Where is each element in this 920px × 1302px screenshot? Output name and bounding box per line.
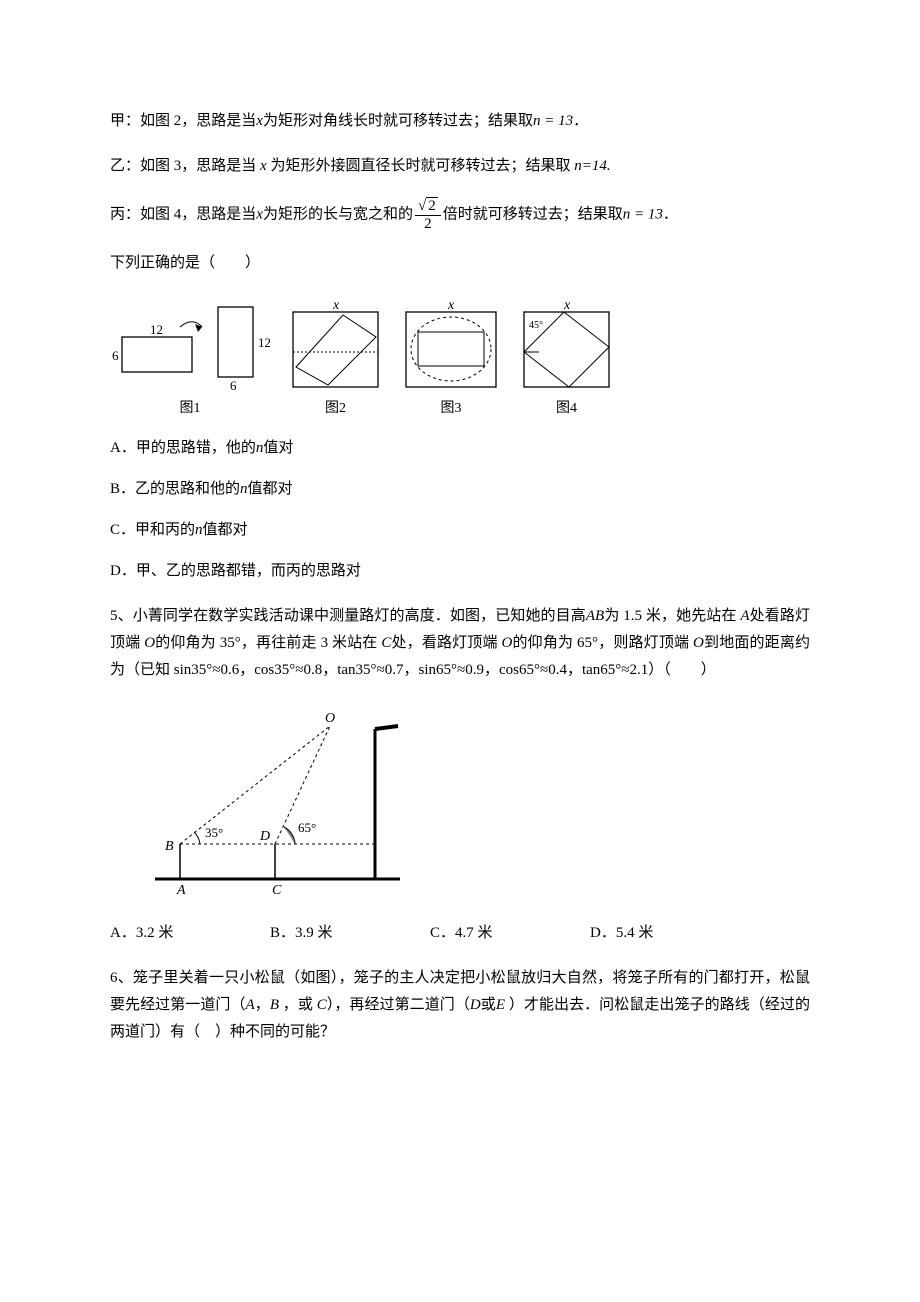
svg-text:D: D — [259, 829, 270, 844]
var-x: x — [256, 206, 263, 222]
text: 乙：如图 3，思路是当 — [110, 158, 260, 174]
q5-opt-a: A．3.2 米 — [110, 920, 270, 947]
fig3-label: 图3 — [441, 396, 462, 421]
fig2: x 图2 — [288, 297, 383, 421]
line-yi: 乙：如图 3，思路是当 x 为矩形外接圆直径长时就可移转过去；结果取 n=14. — [110, 153, 810, 180]
eq: n=14. — [574, 158, 610, 174]
svg-text:x: x — [447, 298, 455, 313]
text: 倍时就可移转过去；结果取 — [443, 206, 623, 222]
svg-text:B: B — [165, 839, 174, 854]
var-x: x — [256, 113, 263, 129]
opt-d: D．甲、乙的思路都错，而丙的思路对 — [110, 558, 810, 585]
opt-c: C．甲和丙的n值都对 — [110, 517, 810, 544]
fig4-label: 图4 — [556, 396, 577, 421]
fig3: x 图3 — [401, 297, 501, 421]
svg-text:O: O — [325, 711, 335, 726]
opt-b: B．乙的思路和他的n值都对 — [110, 476, 810, 503]
ask: 下列正确的是（ ） — [110, 250, 810, 277]
figure-row: 12 6 12 6 图1 x 图2 x 图3 — [110, 297, 810, 421]
q5-stem: 5、小菁同学在数学实践活动课中测量路灯的高度．如图，已知她的目高AB为 1.5 … — [110, 603, 810, 684]
eq: n = 13 — [623, 206, 663, 222]
text: 甲：如图 2，思路是当 — [110, 113, 256, 129]
q6-stem: 6、笼子里关着一只小松鼠（如图），笼子的主人决定把小松鼠放归大自然，将笼子所有的… — [110, 965, 810, 1046]
fig2-label: 图2 — [325, 396, 346, 421]
svg-text:12: 12 — [150, 322, 163, 337]
fig2-svg: x — [288, 297, 383, 392]
line-bing: 丙：如图 4，思路是当x为矩形的长与宽之和的22倍时就可移转过去；结果取n = … — [110, 198, 810, 232]
svg-text:6: 6 — [230, 378, 237, 392]
q5-opt-c: C．4.7 米 — [430, 920, 590, 947]
svg-text:45°: 45° — [529, 320, 543, 331]
svg-text:12: 12 — [258, 335, 270, 350]
text: 为矩形的长与宽之和的 — [263, 206, 413, 222]
text: 为矩形外接圆直径长时就可移转过去；结果取 — [267, 158, 575, 174]
q5-svg: O 35° 65° B D A C — [150, 704, 410, 894]
svg-text:x: x — [332, 298, 340, 313]
fig4-svg: x 45° — [519, 297, 614, 392]
svg-text:35°: 35° — [205, 825, 223, 840]
fig3-svg: x — [401, 297, 501, 392]
svg-text:C: C — [272, 883, 282, 894]
q5-opt-d: D．5.4 米 — [590, 920, 750, 947]
fraction: 22 — [415, 198, 441, 232]
svg-text:A: A — [176, 883, 186, 894]
svg-text:6: 6 — [112, 348, 119, 363]
svg-text:x: x — [563, 298, 571, 313]
q5-figure: O 35° 65° B D A C — [150, 704, 810, 904]
q5-opt-b: B．3.9 米 — [270, 920, 430, 947]
fig1: 12 6 12 6 图1 — [110, 302, 270, 421]
var-x: x — [260, 158, 267, 174]
q4-options: A．甲的思路错，他的n值对 B．乙的思路和他的n值都对 C．甲和丙的n值都对 D… — [110, 435, 810, 585]
eq: n = 13 — [533, 113, 573, 129]
q5-options: A．3.2 米 B．3.9 米 C．4.7 米 D．5.4 米 — [110, 920, 750, 947]
text: ． — [573, 113, 588, 129]
fig4: x 45° 图4 — [519, 297, 614, 421]
opt-a: A．甲的思路错，他的n值对 — [110, 435, 810, 462]
svg-text:65°: 65° — [298, 820, 316, 835]
text: 为矩形对角线长时就可移转过去；结果取 — [263, 113, 533, 129]
fig1-svg: 12 6 12 6 — [110, 302, 270, 392]
fig1-label: 图1 — [180, 396, 201, 421]
text: 丙：如图 4，思路是当 — [110, 206, 256, 222]
text: ． — [663, 206, 678, 222]
line-jia: 甲：如图 2，思路是当x为矩形对角线长时就可移转过去；结果取n = 13． — [110, 108, 810, 135]
